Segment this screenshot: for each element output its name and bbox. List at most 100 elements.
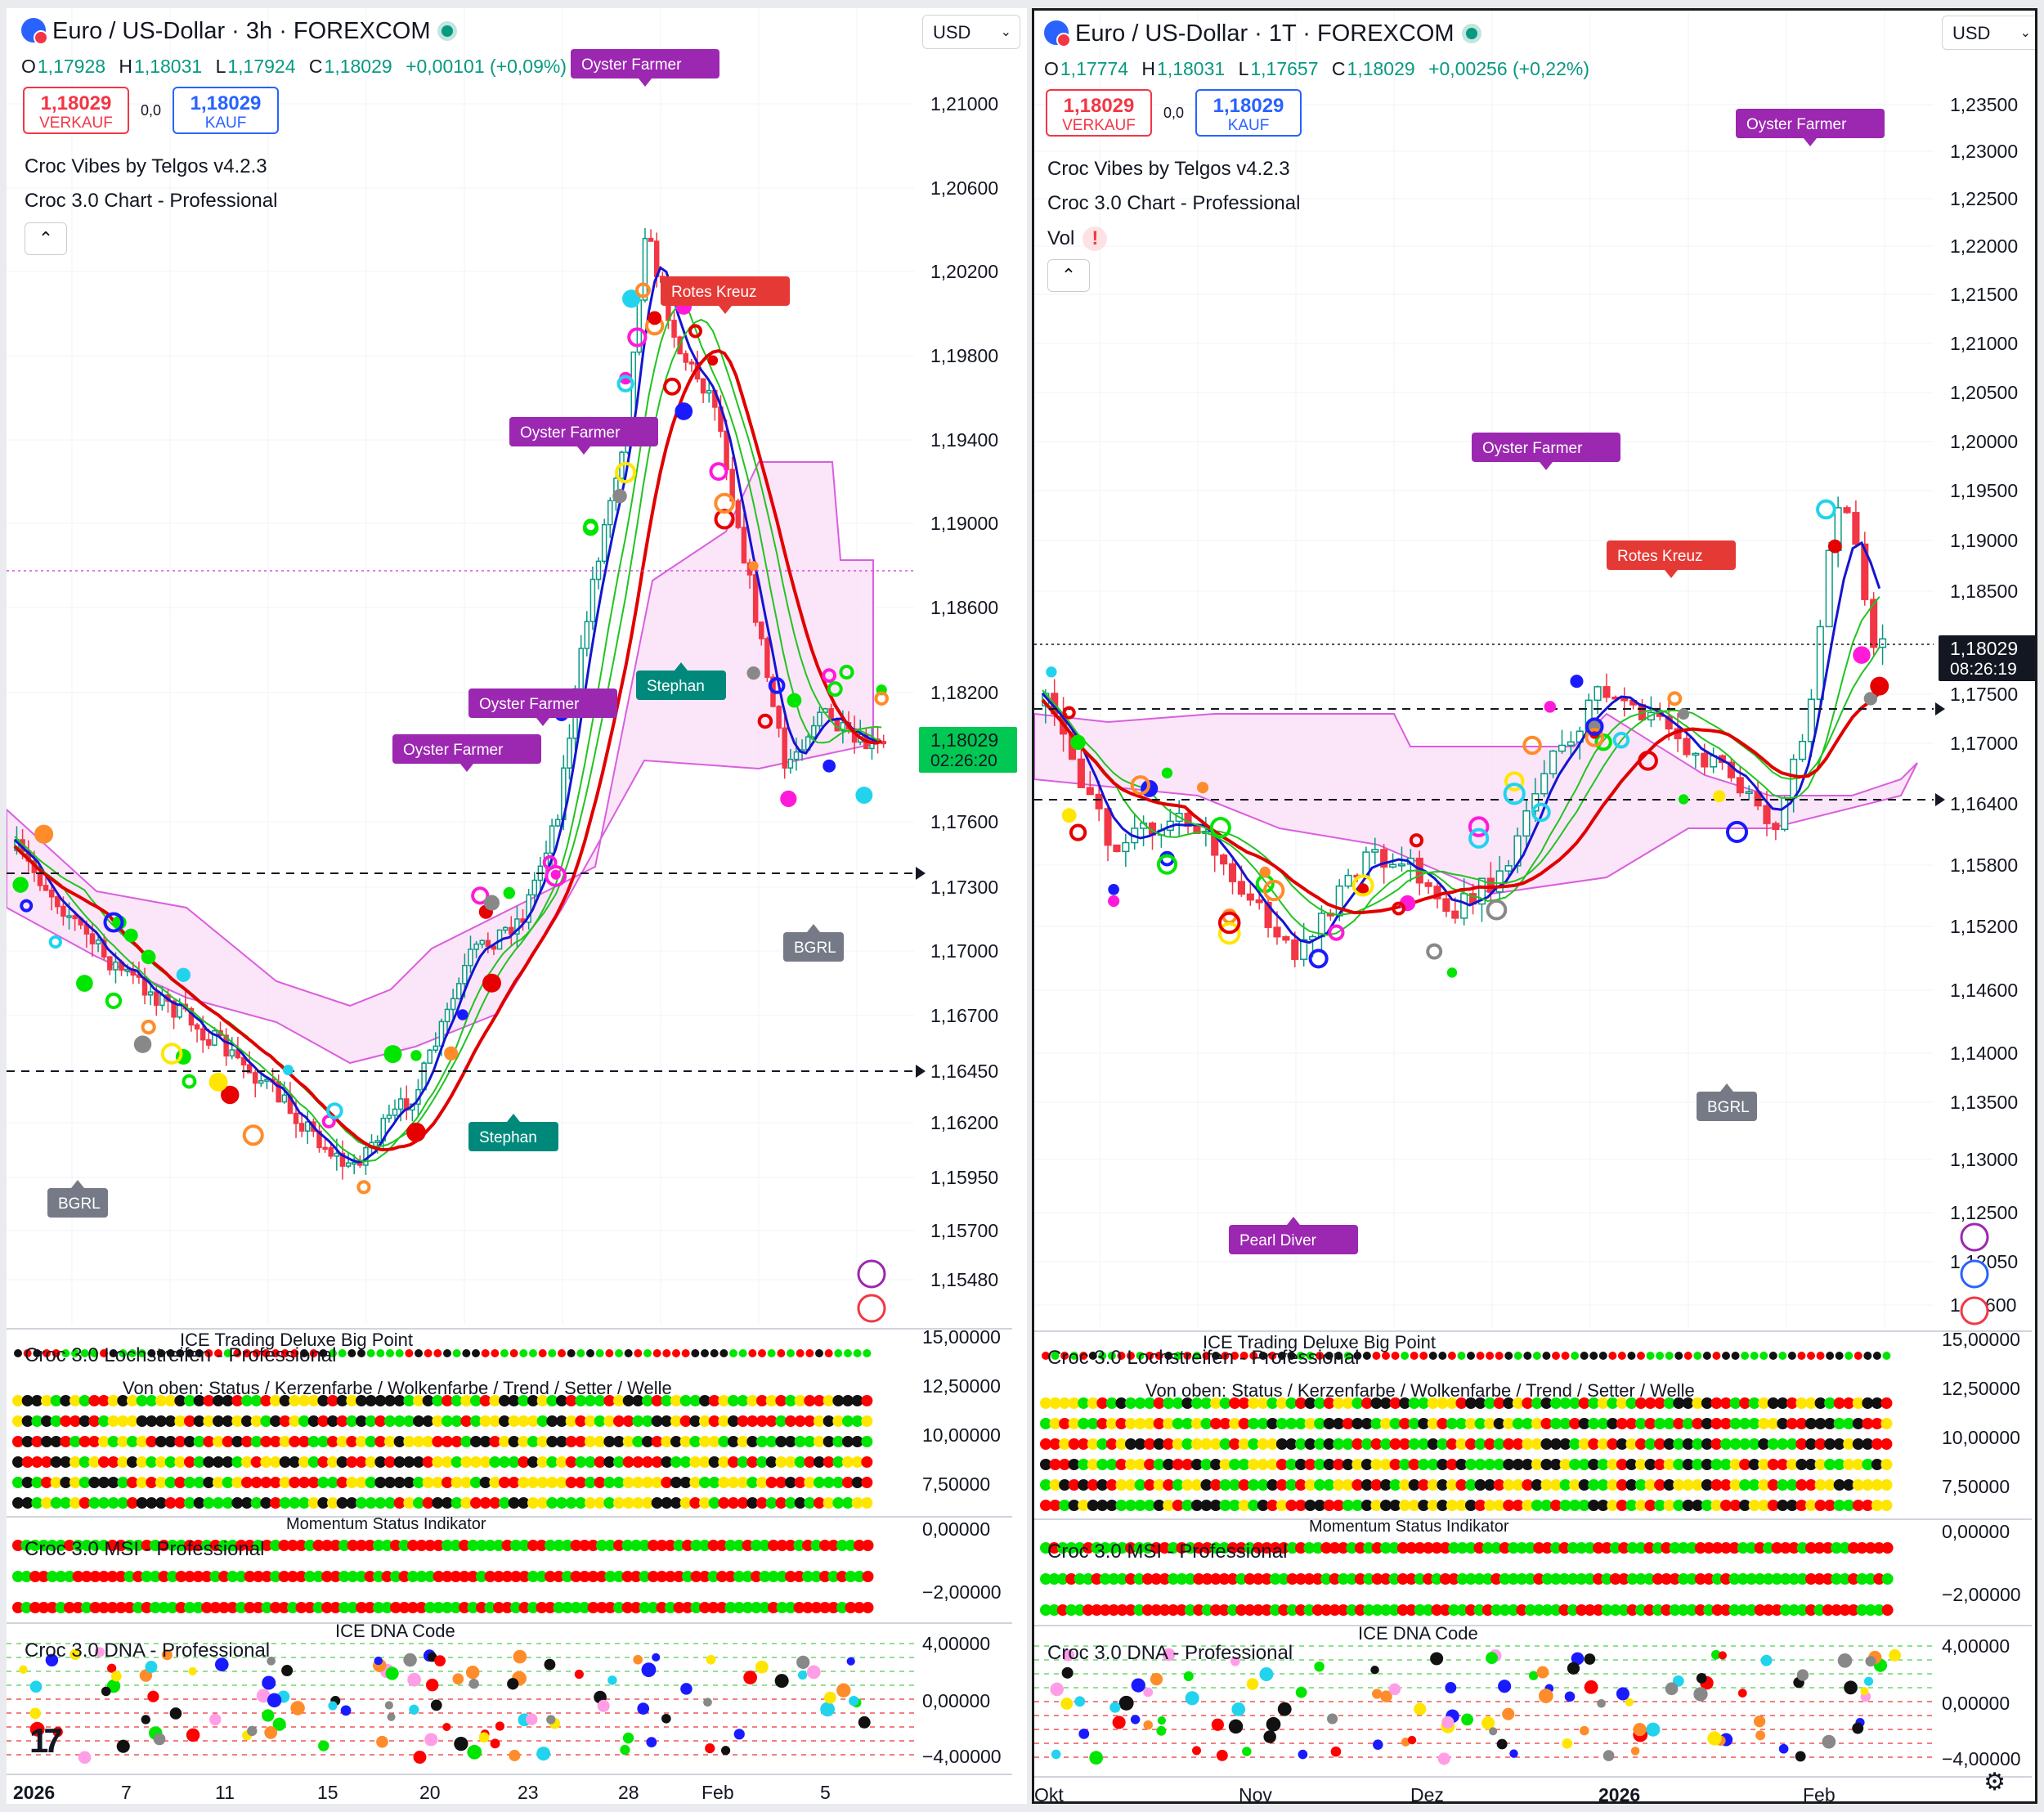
status-dot xyxy=(579,1540,590,1551)
status-dot xyxy=(415,1540,428,1551)
status-dot xyxy=(1833,1479,1845,1491)
warning-icon[interactable]: ! xyxy=(1083,226,1108,251)
status-dot xyxy=(1116,1573,1128,1585)
status-dot xyxy=(603,1436,616,1447)
status-dot xyxy=(499,1415,510,1427)
status-dot xyxy=(484,1571,496,1582)
status-dot xyxy=(31,1436,43,1447)
candle-body xyxy=(811,724,817,738)
status-dot xyxy=(298,1456,310,1468)
status-dot xyxy=(1323,1397,1335,1409)
status-dot xyxy=(1314,1500,1326,1511)
status-dot xyxy=(460,1436,473,1447)
signal-ring xyxy=(160,1043,183,1065)
status-dot xyxy=(1540,1459,1553,1470)
candle-body xyxy=(1594,686,1602,702)
status-dot xyxy=(1813,1542,1826,1554)
status-dot xyxy=(346,1477,358,1488)
status-dot xyxy=(72,1540,84,1551)
lightning-icon xyxy=(1960,1222,1989,1252)
status-dot xyxy=(1493,1397,1505,1409)
symbol-title[interactable]: Euro / US-Dollar · 1T · FOREXCOM xyxy=(1044,20,1477,47)
status-dot xyxy=(679,1456,692,1468)
signal-ring xyxy=(768,677,786,694)
currency-select[interactable]: USD ⌄ xyxy=(922,15,1020,49)
signal-dot xyxy=(12,877,29,893)
indicator-legend[interactable]: Croc Vibes by Telgos v4.2.3 xyxy=(1047,158,1290,180)
status-dot xyxy=(184,1497,195,1509)
status-dot xyxy=(270,1436,281,1447)
indicator-legend-vol[interactable]: Vol! xyxy=(1047,226,1108,251)
candle-body xyxy=(502,926,509,931)
status-dot xyxy=(1304,1418,1316,1429)
candle-body xyxy=(1380,849,1388,868)
chart-canvas-right[interactable]: 1,235001,230001,225001,220001,215001,210… xyxy=(1034,11,2035,1801)
status-dot xyxy=(398,1571,410,1582)
status-dot xyxy=(1040,1500,1051,1511)
status-dot xyxy=(329,1602,342,1613)
status-dot xyxy=(442,1436,453,1447)
status-dot xyxy=(1219,1459,1231,1470)
symbol-title[interactable]: Euro / US-Dollar · 3h · FOREXCOM xyxy=(21,18,454,45)
status-dot xyxy=(1427,1479,1439,1491)
status-dot xyxy=(842,1477,854,1488)
chart-pane-right[interactable]: 1,23500 1,23000 1,22500 1,22000 1,21500 1,210… xyxy=(1032,8,2037,1804)
dna-dot xyxy=(454,1736,468,1751)
status-dot xyxy=(1576,1604,1588,1616)
status-dot xyxy=(1163,1397,1175,1409)
status-dot xyxy=(203,1436,215,1447)
status-dot xyxy=(1059,1418,1071,1429)
sell-button[interactable]: 1,18029 VERKAUF xyxy=(1046,89,1152,137)
status-dot xyxy=(553,1571,565,1582)
status-dot xyxy=(1342,1397,1354,1409)
chart-canvas-left[interactable]: 1,210001,206001,202001,198001,194001,190… xyxy=(7,8,1027,1804)
status-dot xyxy=(765,1436,778,1447)
status-dot xyxy=(287,1602,298,1613)
signal-ring xyxy=(1062,706,1076,720)
status-dot xyxy=(1584,1573,1596,1585)
status-dot xyxy=(1686,1542,1698,1554)
status-dot xyxy=(279,1477,291,1488)
indicator-tick-label: 15,00000 xyxy=(922,1326,1001,1348)
status-dot xyxy=(1584,1542,1596,1554)
tradingview-logo[interactable]: 17 xyxy=(29,1721,63,1760)
status-dot xyxy=(1078,1397,1090,1409)
indicator-legend[interactable]: Croc 3.0 Chart - Professional xyxy=(1047,192,1301,214)
status-dot xyxy=(1448,1542,1460,1554)
status-dot xyxy=(155,1415,167,1427)
status-dot xyxy=(241,1456,253,1468)
settings-gear-icon[interactable]: ⚙ xyxy=(1983,1769,2006,1796)
collapse-chevron-icon[interactable]: ⌃ xyxy=(25,222,67,255)
status-dot xyxy=(594,1456,606,1468)
status-dot xyxy=(1503,1500,1515,1511)
dna-dot xyxy=(340,1705,352,1716)
status-dot xyxy=(365,1456,377,1468)
status-dot xyxy=(1813,1573,1826,1585)
indicator-legend[interactable]: Croc Vibes by Telgos v4.2.3 xyxy=(25,155,267,177)
candle-body xyxy=(1683,738,1691,756)
collapse-chevron-icon[interactable]: ⌃ xyxy=(1047,259,1090,292)
dna-dot xyxy=(1118,1695,1134,1711)
candle-body xyxy=(252,1072,258,1084)
status-dot xyxy=(1275,1397,1288,1409)
status-dot xyxy=(1824,1438,1836,1450)
status-dot xyxy=(1588,1459,1600,1470)
currency-select[interactable]: USD ⌄ xyxy=(1942,16,2035,50)
dna-dot xyxy=(413,1751,427,1764)
buy-button[interactable]: 1,18029 KAUF xyxy=(1195,89,1302,137)
signal-dot xyxy=(1357,883,1369,895)
status-dot xyxy=(1040,1542,1051,1554)
sell-button[interactable]: 1,18029 VERKAUF xyxy=(23,87,129,134)
status-dot xyxy=(1635,1438,1647,1450)
dna-dot xyxy=(272,1717,286,1731)
status-dot xyxy=(1692,1459,1704,1470)
chart-pane-left[interactable]: 1,21000 1,20600 1,20200 1,19800 1,19400 1,190… xyxy=(7,8,1027,1804)
status-dot xyxy=(565,1497,577,1509)
indicator-legend[interactable]: Croc 3.0 Chart - Professional xyxy=(25,190,278,212)
price-tick-label: 1,17000 xyxy=(1950,733,2018,754)
status-dot xyxy=(250,1477,262,1488)
buy-button[interactable]: 1,18029 KAUF xyxy=(173,87,280,134)
status-dot xyxy=(327,1497,338,1509)
candle-body xyxy=(1852,512,1860,545)
status-dot xyxy=(1731,1352,1740,1360)
